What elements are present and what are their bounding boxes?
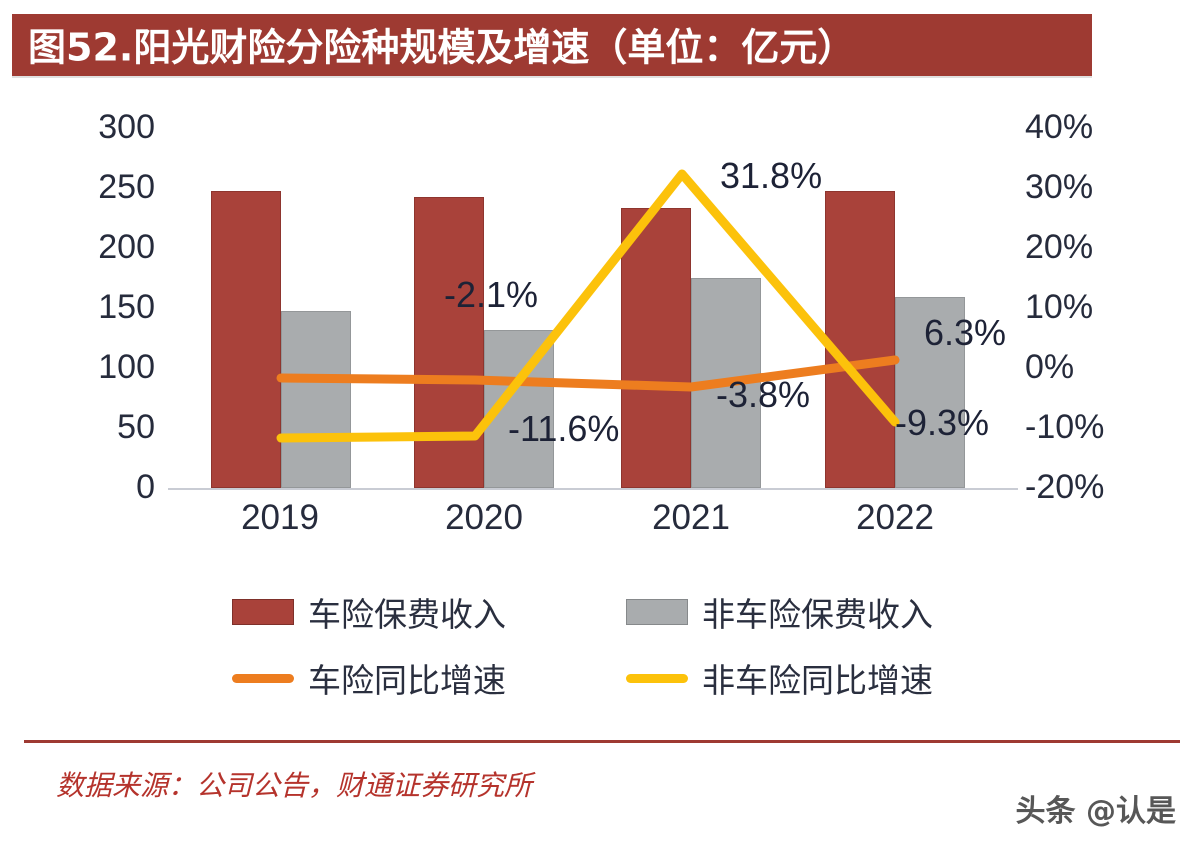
x-label-2020: 2020 [445,498,523,537]
data-label-auto-2022: 6.3% [924,312,1007,353]
data-label-non-auto-2022: -9.3% [895,402,990,443]
x-label-2022: 2022 [856,498,934,537]
source-note: 数据来源：公司公告，财通证券研究所 [56,769,533,802]
chart-legend: 车险保费收入 非车险保费收入 车险同比增速 非车险同比增速 [0,588,1204,708]
legend-swatch-bar-icon [626,599,688,625]
y-left-tick-200: 200 [98,228,155,266]
legend-label-non-auto-growth: 非车险同比增速 [702,661,933,700]
y-left-tick-0: 0 [136,468,155,506]
legend-swatch-line-icon [232,673,294,683]
y-right-tick-0: 0% [1025,348,1075,386]
y-left-tick-300: 300 [98,108,155,146]
legend-item-auto-premium[interactable]: 车险保费收入 [232,588,506,636]
legend-swatch-bar-icon [232,599,294,625]
data-label-auto-2021: -3.8% [716,374,811,415]
y-left-tick-150: 150 [98,288,155,326]
y-right-tick-30: 30% [1025,168,1094,206]
bar-auto-2019 [211,191,281,488]
x-label-2019: 2019 [241,498,319,537]
x-axis-line [168,488,1018,490]
page-title: 图52.阳光财险分险种规模及增速（单位：亿元） [28,25,856,70]
legend-item-non-auto-premium[interactable]: 非车险保费收入 [626,588,933,636]
legend-label-auto-growth: 车险同比增速 [308,661,506,700]
legend-swatch-line-icon [626,673,688,683]
y-right-tick-neg20: -20% [1025,468,1105,506]
bar-auto-2021 [621,208,691,488]
y-left-tick-100: 100 [98,348,155,386]
y-right-tick-10: 10% [1025,288,1094,326]
line-auto-growth [276,355,900,392]
bar-non-auto-2022 [895,297,965,488]
line-non-auto-growth [276,169,900,443]
data-label-non-auto-2021: 31.8% [720,155,823,196]
title-banner: 图52.阳光财险分险种规模及增速（单位：亿元） [12,14,1092,76]
line-series-layer [276,169,900,443]
bar-non-auto-2019 [281,311,351,488]
legend-label-auto-premium: 车险保费收入 [308,595,506,634]
data-label-auto-2020: -2.1% [444,274,539,315]
watermark: 头条 @认是 [1015,794,1176,829]
y-left-tick-50: 50 [117,408,155,446]
x-label-2021: 2021 [652,498,730,537]
y-left-tick-250: 250 [98,168,155,206]
y-right-tick-neg10: -10% [1025,408,1105,446]
y-right-tick-40: 40% [1025,108,1094,146]
legend-item-non-auto-growth[interactable]: 非车险同比增速 [626,654,933,702]
data-label-non-auto-2020: -11.6% [508,408,620,449]
y-right-tick-20: 20% [1025,228,1094,266]
legend-item-auto-growth[interactable]: 车险同比增速 [232,654,506,702]
legend-label-non-auto-premium: 非车险保费收入 [702,595,933,634]
plot-area: 300 250 200 150 100 50 0 40% 30% 20% 10%… [0,90,1204,537]
bar-auto-2022 [825,191,895,488]
footer-divider [24,740,1180,743]
